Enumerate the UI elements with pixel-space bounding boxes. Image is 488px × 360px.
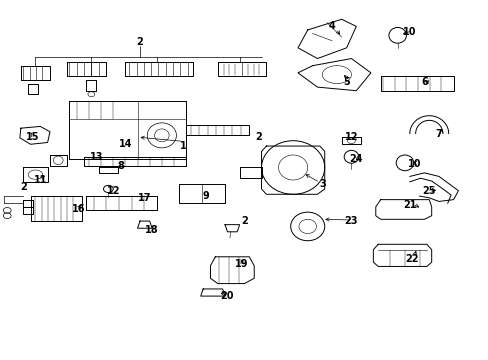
Text: 13: 13 [89, 152, 103, 162]
Text: 2: 2 [136, 37, 143, 48]
Text: 25: 25 [422, 186, 435, 196]
Text: 20: 20 [220, 291, 234, 301]
Text: 16: 16 [72, 203, 86, 213]
Text: 15: 15 [26, 132, 40, 142]
Text: 11: 11 [34, 175, 47, 185]
Text: 22: 22 [405, 253, 418, 264]
Text: 17: 17 [138, 193, 151, 203]
Text: 5: 5 [343, 77, 349, 87]
Text: 19: 19 [235, 259, 248, 269]
Text: 10: 10 [407, 159, 421, 169]
Text: 18: 18 [145, 225, 159, 235]
Text: 12: 12 [106, 186, 120, 196]
Text: 1: 1 [180, 141, 187, 151]
Text: 9: 9 [202, 191, 208, 201]
Text: 12: 12 [344, 132, 358, 142]
Text: 2: 2 [241, 216, 247, 226]
Text: 3: 3 [318, 179, 325, 189]
Text: 2: 2 [255, 132, 262, 142]
Text: 14: 14 [119, 139, 132, 149]
Text: 10: 10 [402, 27, 416, 37]
Text: 2: 2 [20, 182, 26, 192]
Text: 24: 24 [349, 154, 362, 163]
Text: 6: 6 [420, 77, 427, 87]
Text: 8: 8 [117, 161, 123, 171]
Text: 23: 23 [344, 216, 358, 226]
Text: 4: 4 [328, 21, 335, 31]
Text: 21: 21 [402, 200, 416, 210]
Text: 7: 7 [435, 129, 442, 139]
